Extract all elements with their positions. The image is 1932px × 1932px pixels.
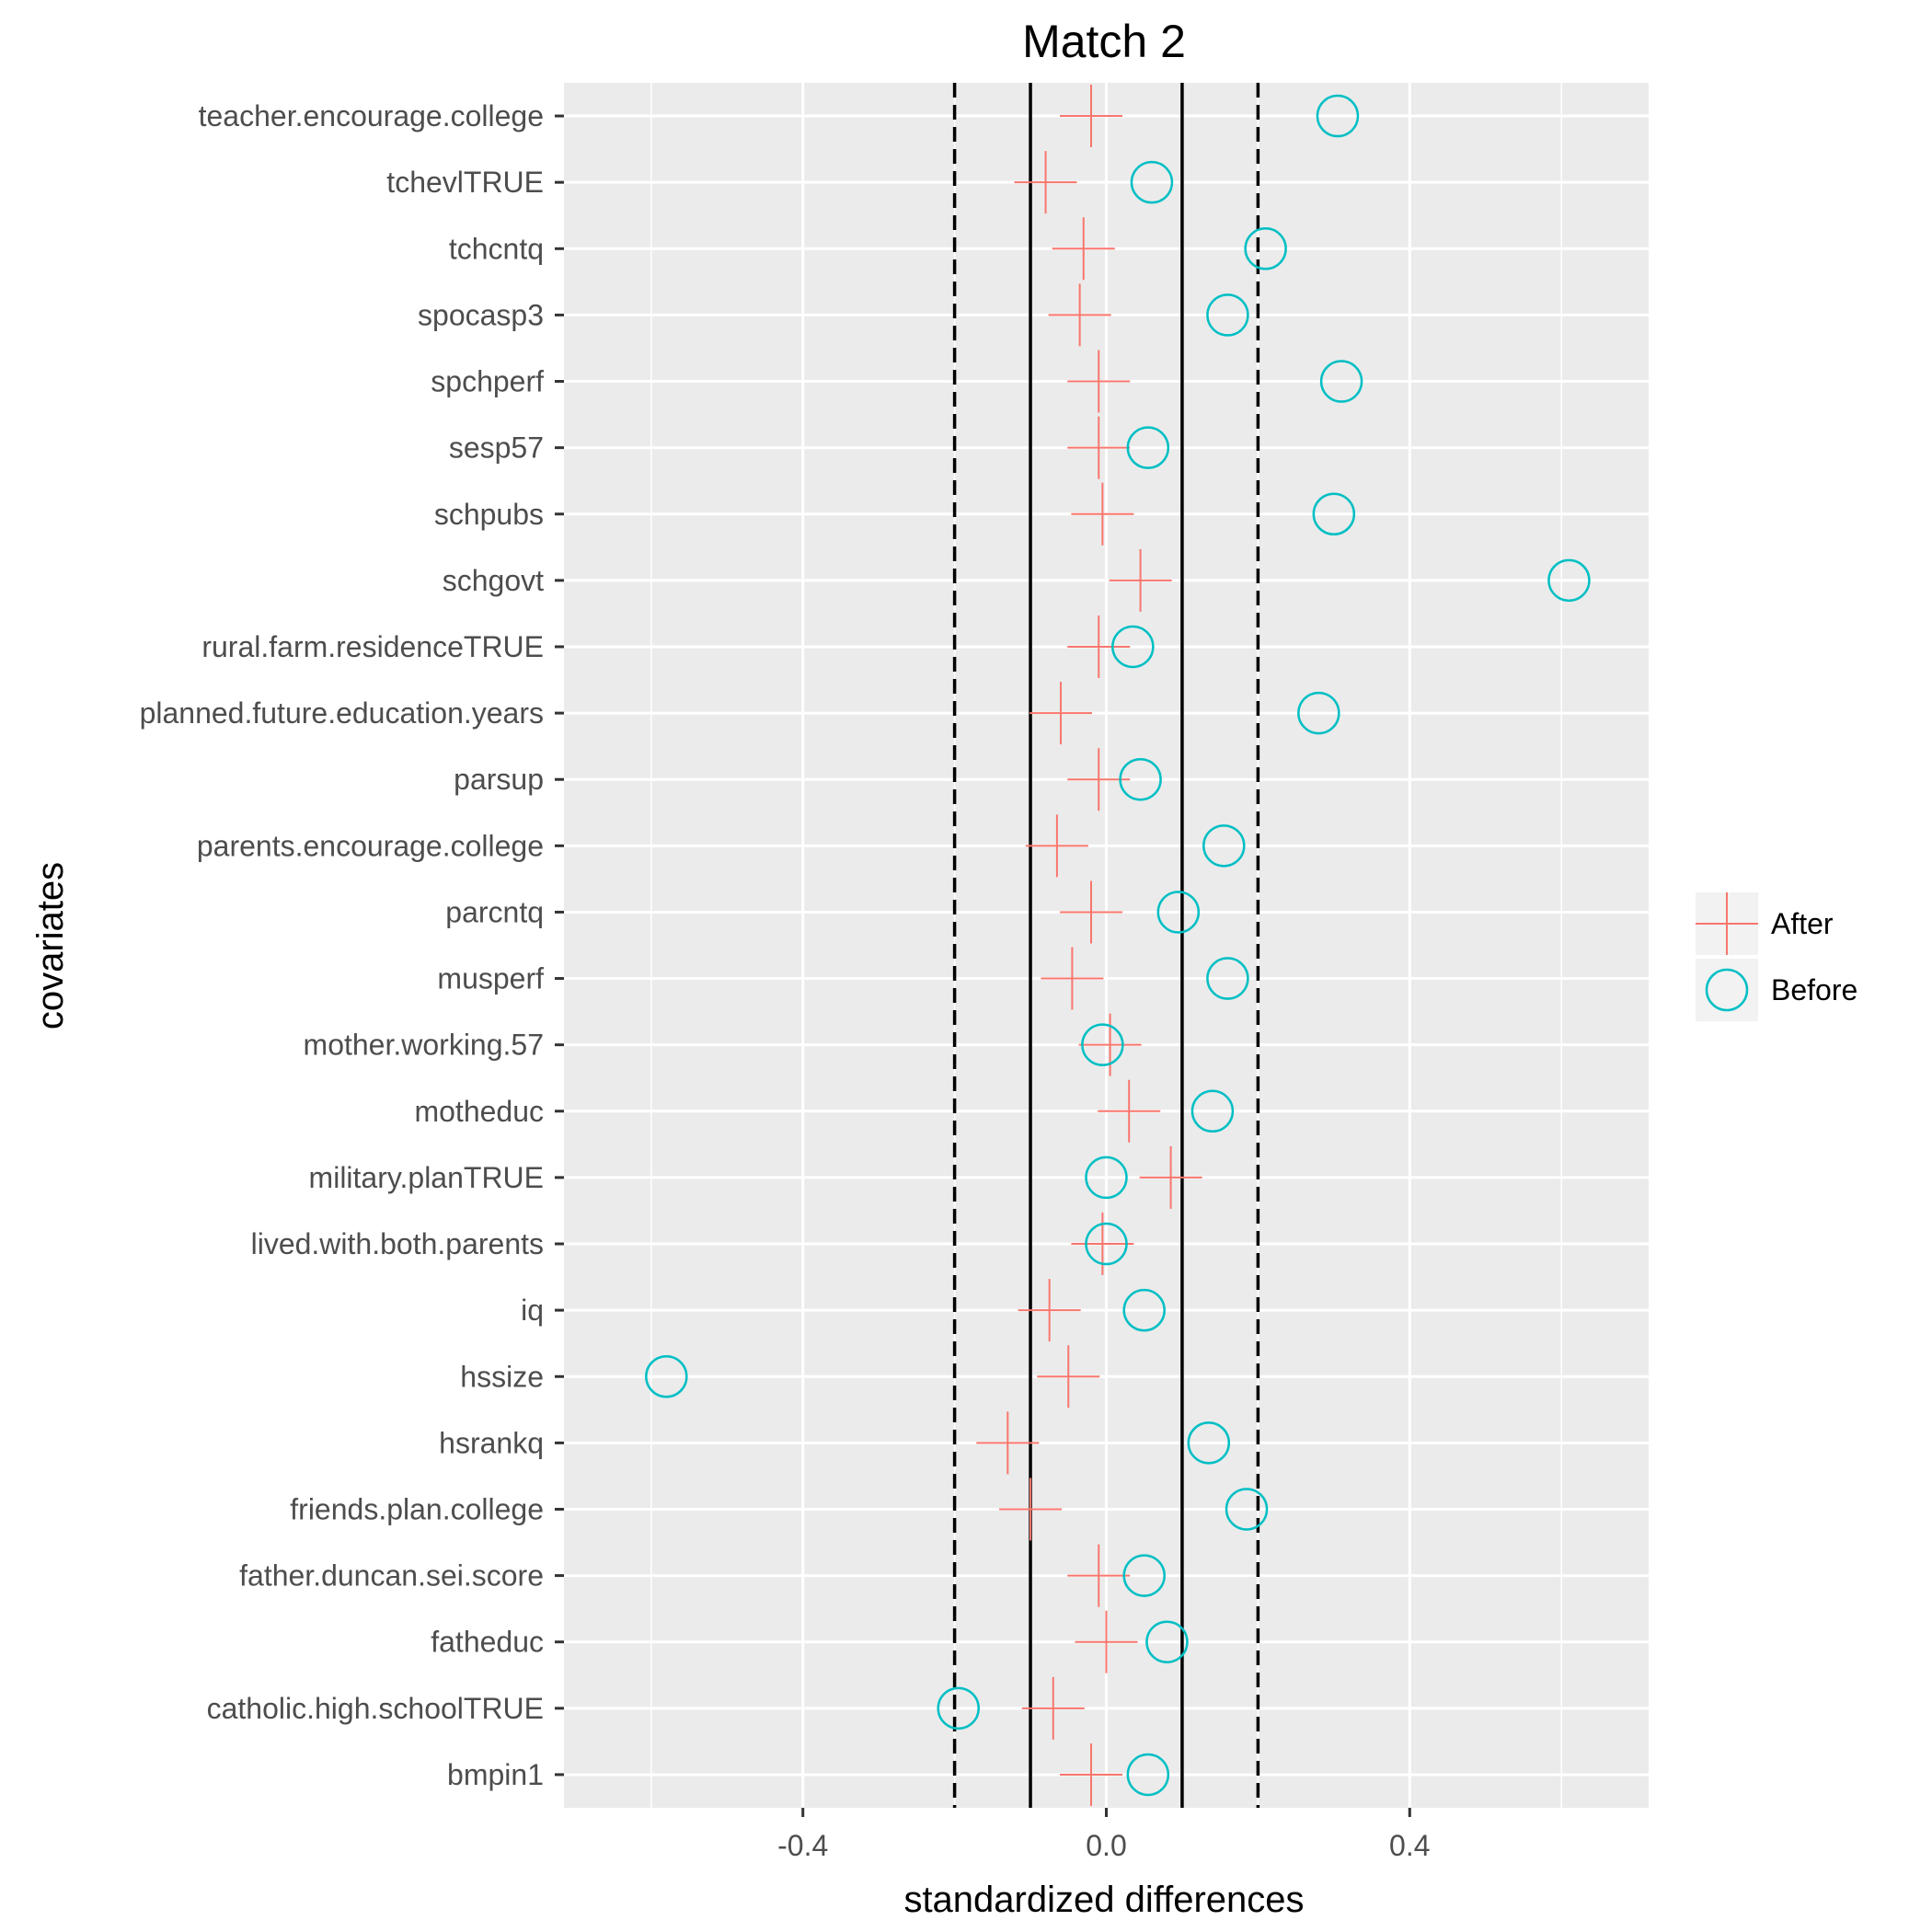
point-plus-marker bbox=[1098, 1079, 1161, 1143]
y-tick-label: parcntq bbox=[445, 895, 544, 928]
point-plus-marker bbox=[1067, 1544, 1131, 1607]
legend-label: After bbox=[1771, 907, 1834, 940]
point-plus-marker bbox=[1139, 1145, 1202, 1209]
point-plus-marker bbox=[1060, 85, 1123, 148]
point-plus-marker bbox=[1025, 814, 1088, 878]
data-points bbox=[645, 85, 1591, 1806]
point-plus-marker bbox=[1041, 947, 1104, 1010]
point-circle-marker bbox=[1312, 492, 1356, 535]
point-circle-marker bbox=[1111, 625, 1155, 669]
legend-key-background bbox=[1696, 959, 1758, 1021]
point-circle-marker bbox=[1119, 757, 1162, 801]
point-plus-marker bbox=[1067, 350, 1131, 413]
point-plus-marker bbox=[1052, 217, 1115, 281]
y-tick-label: hsrankq bbox=[439, 1426, 544, 1459]
point-circle-marker bbox=[937, 1686, 980, 1731]
y-tick-label: schpubs bbox=[434, 498, 544, 531]
point-circle-marker bbox=[1126, 1753, 1170, 1797]
point-plus-marker bbox=[1067, 416, 1131, 479]
point-circle-marker bbox=[1145, 1620, 1189, 1663]
point-circle-marker bbox=[1085, 1222, 1128, 1266]
y-axis-title: covariates bbox=[30, 862, 71, 1029]
y-tick-label: lived.with.both.parents bbox=[251, 1227, 544, 1260]
point-plus-marker bbox=[1048, 283, 1111, 347]
y-tick-label: catholic.high.schoolTRUE bbox=[207, 1692, 544, 1725]
point-plus-marker bbox=[1037, 1345, 1100, 1409]
point-circle-marker bbox=[1202, 824, 1246, 868]
point-circle-marker bbox=[1225, 1488, 1269, 1531]
point-circle-marker bbox=[1122, 1554, 1166, 1597]
x-tick-label: 0.0 bbox=[1086, 1829, 1126, 1862]
point-plus-marker bbox=[1078, 1013, 1142, 1076]
series-after bbox=[976, 85, 1202, 1806]
x-axis: -0.4 0.0 0.4 bbox=[777, 1808, 1431, 1862]
point-circle-marker bbox=[1156, 891, 1201, 934]
y-tick-label: military.planTRUE bbox=[309, 1161, 544, 1194]
y-tick-label: hssize bbox=[460, 1360, 544, 1393]
y-tick-label: motheduc bbox=[414, 1095, 544, 1128]
y-tick-label: sesp57 bbox=[449, 431, 544, 465]
y-axis: teacher.encourage.college tchevlTRUE tchcn… bbox=[140, 99, 564, 1791]
y-tick-label: iq bbox=[521, 1294, 544, 1327]
y-tick-label: teacher.encourage.college bbox=[199, 99, 544, 132]
point-plus-marker bbox=[1060, 880, 1123, 944]
y-tick-label: mother.working.57 bbox=[304, 1029, 544, 1062]
series-before bbox=[645, 94, 1591, 1797]
point-circle-marker bbox=[1319, 360, 1363, 403]
y-tick-label: spchperf bbox=[431, 365, 544, 398]
point-plus-marker bbox=[1014, 151, 1077, 214]
legend-item-after: After bbox=[1696, 892, 1834, 955]
point-circle-marker bbox=[1187, 1421, 1231, 1465]
point-circle-marker bbox=[1130, 160, 1174, 204]
point-circle-marker bbox=[1126, 426, 1170, 469]
point-plus-marker bbox=[1018, 1279, 1081, 1342]
point-plus-marker bbox=[999, 1478, 1063, 1541]
y-tick-label: schgovt bbox=[443, 564, 544, 597]
point-circle-marker bbox=[1244, 227, 1287, 270]
point-circle-marker bbox=[1206, 293, 1249, 337]
y-tick-label: father.duncan.sei.score bbox=[239, 1559, 544, 1593]
y-tick-label: planned.future.education.years bbox=[140, 696, 544, 730]
point-circle-marker bbox=[1316, 94, 1360, 138]
y-tick-label: rural.farm.residenceTRUE bbox=[201, 630, 544, 663]
point-plus-marker bbox=[976, 1411, 1040, 1475]
x-tick-label: 0.4 bbox=[1389, 1829, 1430, 1862]
point-plus-marker bbox=[1021, 1676, 1085, 1740]
y-tick-label: tchevlTRUE bbox=[386, 166, 544, 199]
y-tick-label: musperf bbox=[437, 962, 544, 995]
legend-key-marker bbox=[1696, 892, 1758, 955]
point-plus-marker bbox=[1109, 548, 1172, 612]
point-circle-marker bbox=[1081, 1023, 1124, 1066]
y-tick-label: fatheduc bbox=[431, 1626, 544, 1659]
chart-title: Match 2 bbox=[1022, 16, 1186, 67]
legend-item-before: Before bbox=[1696, 959, 1857, 1021]
legend-label: Before bbox=[1771, 973, 1857, 1006]
y-tick-label: tchcntq bbox=[449, 232, 544, 265]
legend-key-marker bbox=[1705, 968, 1749, 1012]
y-tick-label: parents.encourage.college bbox=[197, 829, 544, 862]
point-circle-marker bbox=[1547, 558, 1591, 603]
y-tick-label: bmpin1 bbox=[447, 1758, 544, 1791]
legend: After Before bbox=[1696, 892, 1857, 1021]
point-plus-marker bbox=[1075, 1610, 1138, 1673]
point-plus-marker bbox=[1071, 482, 1134, 546]
point-plus-marker bbox=[1029, 682, 1093, 745]
point-circle-marker bbox=[1085, 1156, 1128, 1200]
point-circle-marker bbox=[1190, 1089, 1235, 1133]
point-circle-marker bbox=[1297, 691, 1340, 735]
point-circle-marker bbox=[1122, 1288, 1166, 1332]
y-tick-label: spocasp3 bbox=[418, 298, 544, 331]
point-plus-marker bbox=[1060, 1742, 1123, 1806]
x-tick-label: -0.4 bbox=[777, 1829, 828, 1862]
point-plus-marker bbox=[1067, 615, 1131, 678]
y-tick-label: friends.plan.college bbox=[290, 1492, 544, 1525]
point-circle-marker bbox=[645, 1355, 688, 1398]
x-axis-title: standardized differences bbox=[903, 1880, 1304, 1920]
point-circle-marker bbox=[1206, 957, 1249, 1000]
y-tick-label: parsup bbox=[454, 763, 544, 796]
